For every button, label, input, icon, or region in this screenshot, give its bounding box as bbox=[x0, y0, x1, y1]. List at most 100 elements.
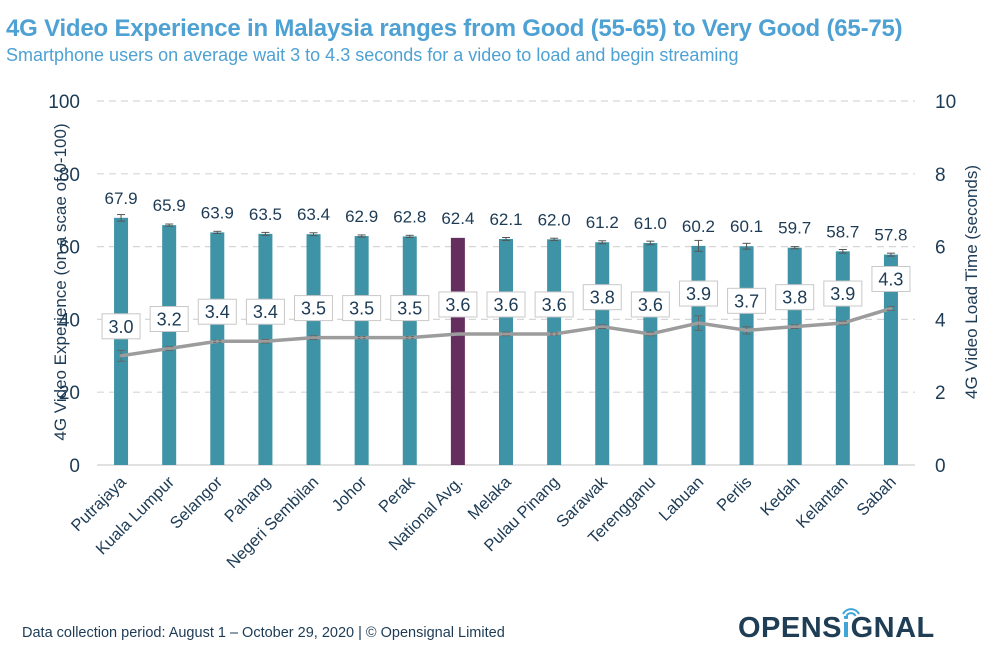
bar-value-label: 63.5 bbox=[249, 205, 282, 224]
bar-value-label: 61.0 bbox=[634, 214, 667, 233]
y2-axis-title: 4G Video Load Time (seconds) bbox=[962, 165, 981, 399]
bar-value-label: 61.2 bbox=[586, 213, 619, 232]
line-label-box bbox=[390, 295, 430, 322]
y2-tick-label: 6 bbox=[935, 238, 946, 259]
bar-value-label: 62.9 bbox=[345, 207, 378, 226]
y-axis-left: 0 20 40 60 80 100 bbox=[48, 92, 80, 477]
line-point bbox=[360, 336, 364, 340]
bar bbox=[402, 236, 417, 465]
y-axis-title: 4G Video Experience (on a scae of 0-100) bbox=[51, 123, 70, 440]
line-value-labels: 3.0 3.2 3.4 3.4 3.5 3.5 3.5 3.6 3.6 3.6 3.8 3.6 3.9 3… bbox=[101, 265, 911, 340]
load-time-line bbox=[117, 306, 895, 362]
bar-value-label: 62.4 bbox=[441, 209, 474, 228]
line-point bbox=[312, 336, 316, 340]
bar bbox=[354, 236, 369, 465]
bar-value-label: 65.9 bbox=[153, 196, 186, 215]
y2-tick-label: 2 bbox=[935, 383, 946, 404]
bar bbox=[114, 217, 129, 465]
line-point bbox=[263, 339, 267, 343]
bar bbox=[306, 234, 321, 465]
line-label-box bbox=[342, 295, 382, 322]
line-label-box bbox=[101, 313, 141, 340]
line-value-label: 3.8 bbox=[782, 288, 807, 308]
y2-tick-label: 0 bbox=[935, 456, 946, 477]
line-point bbox=[696, 321, 700, 325]
x-tick-label: Selangor bbox=[167, 473, 227, 533]
line-value-label: 3.2 bbox=[157, 310, 182, 330]
bar bbox=[883, 254, 898, 465]
line-label-box bbox=[582, 284, 622, 311]
line-value-label: 3.4 bbox=[205, 302, 230, 322]
line-value-label: 3.5 bbox=[349, 299, 374, 319]
x-tick-label: Kelantan bbox=[793, 473, 852, 532]
line-value-label: 4.3 bbox=[878, 269, 903, 289]
bar bbox=[691, 245, 706, 465]
line-label-box bbox=[727, 287, 767, 314]
bar-value-label: 57.8 bbox=[874, 226, 907, 245]
line-label-box bbox=[823, 280, 863, 307]
bar-value-label: 62.8 bbox=[393, 207, 426, 226]
line-label-box bbox=[630, 291, 670, 318]
x-tick-label: Sabah bbox=[853, 473, 899, 519]
line-label-box bbox=[534, 291, 574, 318]
bar bbox=[595, 242, 610, 465]
line-point bbox=[504, 332, 508, 336]
bar-value-label: 62.0 bbox=[538, 210, 571, 229]
bar-value-label: 67.9 bbox=[105, 189, 138, 208]
bar bbox=[739, 246, 754, 465]
line-label-box bbox=[486, 291, 526, 318]
line-point bbox=[456, 332, 460, 336]
line-label-box bbox=[678, 280, 718, 307]
y-tick-label: 20 bbox=[59, 383, 80, 404]
y-tick-label: 80 bbox=[59, 165, 80, 186]
chart-title: 4G Video Experience in Malaysia ranges f… bbox=[6, 15, 903, 42]
x-tick-label: Perlis bbox=[714, 473, 756, 515]
bar-value-label: 58.7 bbox=[826, 222, 859, 241]
line-label-box bbox=[197, 298, 237, 325]
line-value-label: 3.9 bbox=[830, 284, 855, 304]
bar-value-label: 60.1 bbox=[730, 217, 763, 236]
line-value-label: 3.4 bbox=[253, 302, 278, 322]
line-point bbox=[119, 354, 123, 358]
y-tick-label: 60 bbox=[59, 238, 80, 259]
bar-value-label: 59.7 bbox=[778, 219, 811, 238]
x-tick-label: Johor bbox=[329, 473, 371, 515]
bar-value-label: 62.1 bbox=[489, 210, 522, 229]
x-tick-label: Kedah bbox=[757, 473, 803, 519]
bar bbox=[210, 232, 225, 465]
bar-value-label: 60.2 bbox=[682, 217, 715, 236]
line-point bbox=[167, 347, 171, 351]
line-value-label: 3.7 bbox=[734, 291, 759, 311]
bar-value-label: 63.9 bbox=[201, 203, 234, 222]
line-label-box bbox=[149, 306, 189, 333]
opensignal-logo: OPENSiGNAL bbox=[738, 612, 935, 645]
bar bbox=[643, 242, 658, 465]
chart-subtitle: Smartphone users on average wait 3 to 4.… bbox=[6, 45, 739, 65]
x-tick-label: Negeri Sembilan bbox=[223, 473, 322, 572]
bar-value-label: 63.4 bbox=[297, 205, 330, 224]
bar bbox=[258, 233, 273, 465]
data-collection-note: Data collection period: August 1 – Octob… bbox=[22, 625, 505, 641]
bar-national-avg bbox=[450, 237, 465, 465]
bar bbox=[162, 225, 177, 465]
line-point bbox=[215, 339, 219, 343]
line-point bbox=[408, 336, 412, 340]
y-tick-label: 100 bbox=[48, 92, 80, 113]
x-tick-label: Labuan bbox=[656, 473, 708, 525]
bar-value-labels: 67.9 65.9 63.9 63.5 63.4 62.9 62.8 62.4 62.1 62.0… bbox=[105, 189, 908, 245]
y2-tick-label: 4 bbox=[935, 310, 946, 331]
bar bbox=[787, 247, 802, 465]
line-value-label: 3.6 bbox=[638, 295, 663, 315]
y-tick-label: 40 bbox=[59, 310, 80, 331]
bar bbox=[499, 238, 513, 465]
x-tick-label: Perak bbox=[375, 473, 419, 517]
line-value-label: 3.0 bbox=[109, 317, 134, 337]
logo-text-post: GNAL bbox=[850, 612, 935, 644]
line-label-box bbox=[245, 298, 285, 325]
line-value-label: 3.8 bbox=[590, 288, 615, 308]
line-point bbox=[745, 328, 749, 332]
signal-icon bbox=[842, 608, 860, 617]
logo-text-i: i bbox=[842, 612, 851, 644]
line-label-box bbox=[438, 291, 478, 318]
bars bbox=[114, 214, 898, 465]
